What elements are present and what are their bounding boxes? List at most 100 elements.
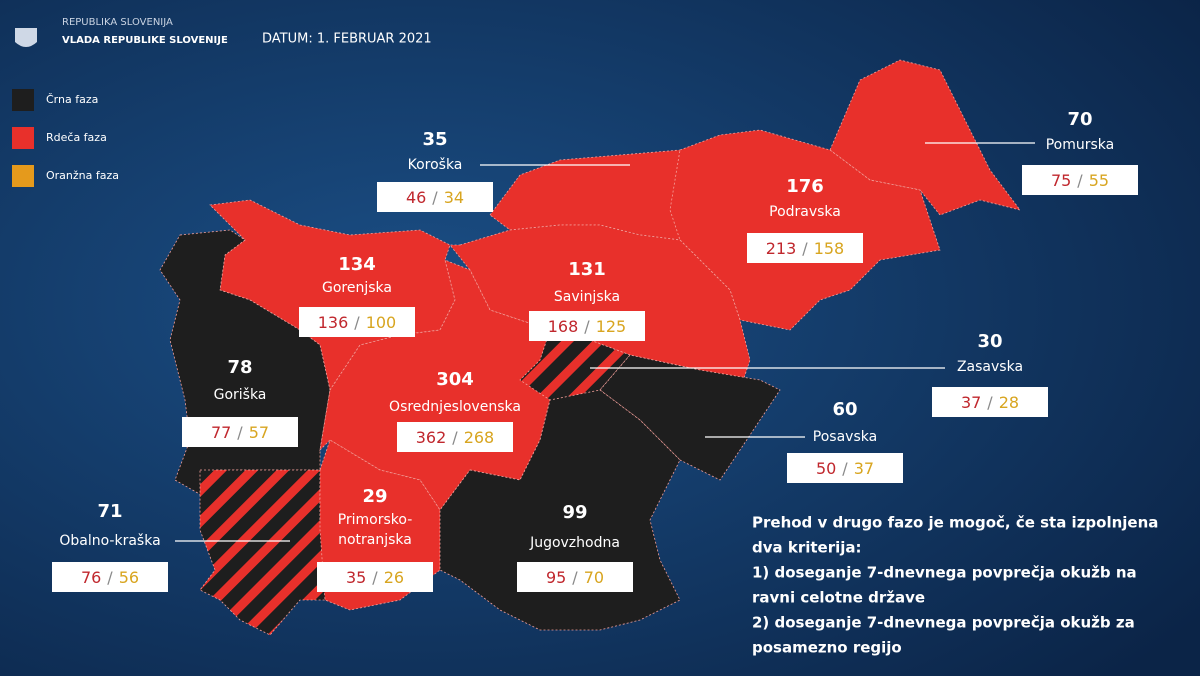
value-pair: 37 / 28 xyxy=(961,393,1019,412)
value-b: 34 xyxy=(444,188,464,207)
value-b: 37 xyxy=(854,459,874,478)
legend-swatch xyxy=(12,127,34,149)
value-box xyxy=(1022,165,1138,195)
value-separator: / xyxy=(372,568,378,587)
value-box xyxy=(932,387,1048,417)
value-a: 213 xyxy=(766,239,797,258)
note-line: ravni celotne države xyxy=(752,589,925,607)
value-box xyxy=(182,417,298,447)
coat-of-arms xyxy=(15,28,37,47)
value-b: 158 xyxy=(814,239,845,258)
value-pair: 76 / 56 xyxy=(81,568,139,587)
value-separator: / xyxy=(107,568,113,587)
note-line: dva kriterija: xyxy=(752,539,862,557)
labels: 35 Koroška 46 / 34 70 Pomurska 75 / 55 176 Podravsk… xyxy=(52,109,1138,592)
value-pair: 213 / 158 xyxy=(766,239,844,258)
value-a: 46 xyxy=(406,188,426,207)
value-box xyxy=(397,422,513,452)
value-separator: / xyxy=(354,313,360,332)
value-pair: 77 / 57 xyxy=(211,423,269,442)
region-number: 70 xyxy=(1067,109,1092,130)
value-pair: 75 / 55 xyxy=(1051,171,1109,190)
value-box xyxy=(517,562,633,592)
value-a: 95 xyxy=(546,568,566,587)
value-pair: 168 / 125 xyxy=(548,317,626,336)
region-name: Goriška xyxy=(214,387,267,403)
value-separator: / xyxy=(452,428,458,447)
region-number: 99 xyxy=(562,502,587,523)
value-separator: / xyxy=(842,459,848,478)
value-b: 56 xyxy=(119,568,139,587)
value-separator: / xyxy=(1077,171,1083,190)
value-a: 37 xyxy=(961,393,981,412)
value-a: 75 xyxy=(1051,171,1071,190)
region-name: Obalno-kraška xyxy=(59,533,160,549)
region xyxy=(669,129,941,331)
value-b: 57 xyxy=(249,423,269,442)
value-pair: 50 / 37 xyxy=(816,459,874,478)
region-name: Zasavska xyxy=(957,359,1023,375)
region-number: 30 xyxy=(977,331,1002,352)
note-line: posamezno regijo xyxy=(752,639,902,657)
value-box xyxy=(747,233,863,263)
region-name: notranjska xyxy=(338,532,412,548)
legend-label: Oranžna faza xyxy=(46,169,119,182)
value-a: 136 xyxy=(318,313,349,332)
value-box xyxy=(299,307,415,337)
region-name: Koroška xyxy=(408,157,463,173)
value-b: 28 xyxy=(999,393,1019,412)
legend-swatch xyxy=(12,89,34,111)
org-line1: REPUBLIKA SLOVENIJA xyxy=(62,17,173,28)
value-pair: 95 / 70 xyxy=(546,568,604,587)
value-box xyxy=(317,562,433,592)
value-separator: / xyxy=(987,393,993,412)
value-a: 362 xyxy=(416,428,447,447)
value-box xyxy=(529,311,645,341)
value-b: 70 xyxy=(584,568,604,587)
value-a: 35 xyxy=(346,568,366,587)
value-box xyxy=(52,562,168,592)
value-separator: / xyxy=(237,423,243,442)
legend-label: Rdeča faza xyxy=(46,131,107,144)
region-name: Gorenjska xyxy=(322,280,392,296)
note-line: 1) doseganje 7-dnevnega povprečja okužb … xyxy=(752,564,1137,582)
value-pair: 35 / 26 xyxy=(346,568,404,587)
note-line: Prehod v drugo fazo je mogoč, če sta izp… xyxy=(752,514,1158,532)
region-name: Osrednjeslovenska xyxy=(389,399,521,415)
region-name: Jugovzhodna xyxy=(529,535,620,551)
org-line2: VLADA REPUBLIKE SLOVENIJE xyxy=(62,35,228,46)
region-name: Savinjska xyxy=(554,289,620,305)
value-separator: / xyxy=(802,239,808,258)
region-name: Podravska xyxy=(769,204,841,220)
value-box xyxy=(787,453,903,483)
region-number: 60 xyxy=(832,399,857,420)
value-separator: / xyxy=(572,568,578,587)
value-pair: 136 / 100 xyxy=(318,313,396,332)
legend-label: Črna faza xyxy=(46,93,98,106)
region-number: 131 xyxy=(568,259,606,280)
region-number: 35 xyxy=(422,129,447,150)
region-name: Pomurska xyxy=(1046,137,1115,153)
value-a: 168 xyxy=(548,317,579,336)
legend-swatch xyxy=(12,165,34,187)
value-box xyxy=(377,182,493,212)
value-a: 50 xyxy=(816,459,836,478)
value-separator: / xyxy=(584,317,590,336)
value-separator: / xyxy=(432,188,438,207)
value-b: 125 xyxy=(596,317,627,336)
region xyxy=(599,354,781,481)
value-a: 77 xyxy=(211,423,231,442)
region-number: 29 xyxy=(362,486,387,507)
region-number: 304 xyxy=(436,369,474,390)
value-a: 76 xyxy=(81,568,101,587)
region-number: 134 xyxy=(338,254,376,275)
region xyxy=(449,224,751,391)
value-b: 268 xyxy=(464,428,495,447)
value-b: 26 xyxy=(384,568,404,587)
note-line: 2) doseganje 7-dnevnega povprečja okužb … xyxy=(752,614,1135,632)
region-number: 78 xyxy=(227,357,252,378)
region-name: Posavska xyxy=(813,429,877,445)
value-pair: 362 / 268 xyxy=(416,428,494,447)
date: DATUM: 1. FEBRUAR 2021 xyxy=(262,32,432,47)
